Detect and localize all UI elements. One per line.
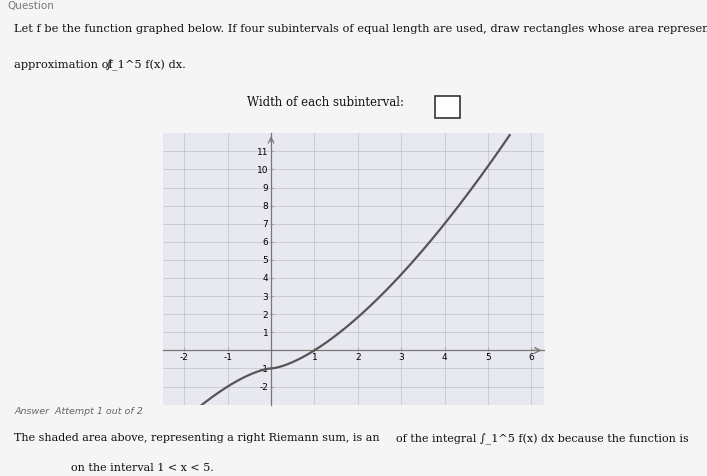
Text: of the integral ∫_1^5 f(x) dx because the function is: of the integral ∫_1^5 f(x) dx because th… (396, 433, 689, 445)
Text: on the interval 1 < x < 5.: on the interval 1 < x < 5. (71, 463, 214, 473)
Text: The shaded area above, representing a right Riemann sum, is an: The shaded area above, representing a ri… (14, 433, 380, 443)
FancyBboxPatch shape (435, 96, 460, 118)
Text: Let f be the function graphed below. If four subintervals of equal length are us: Let f be the function graphed below. If … (14, 24, 707, 34)
Text: approximation of: approximation of (14, 60, 113, 70)
Text: Question: Question (7, 1, 54, 11)
Text: Width of each subinterval:: Width of each subinterval: (247, 96, 404, 109)
Text: Answer  Attempt 1 out of 2: Answer Attempt 1 out of 2 (14, 407, 143, 416)
Text: ∫_1^5 f(x) dx.: ∫_1^5 f(x) dx. (106, 60, 186, 71)
